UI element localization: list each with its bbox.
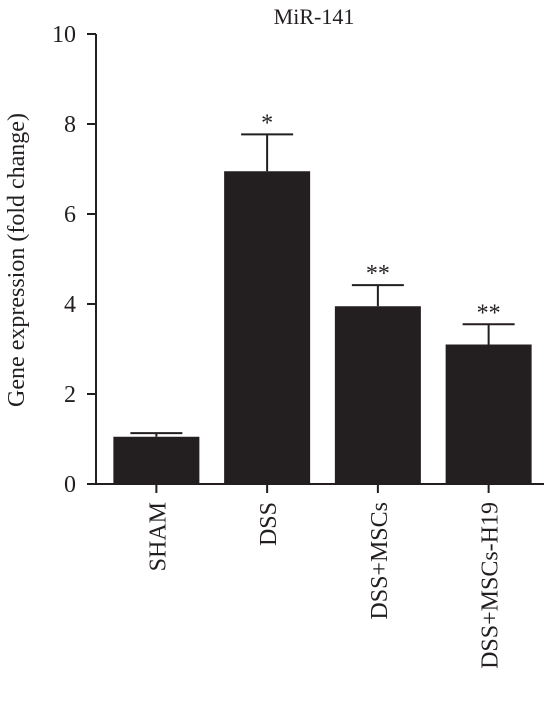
bar: [113, 436, 200, 484]
y-tick-label: 0: [64, 472, 76, 498]
significance-label: **: [366, 261, 390, 287]
x-tick-label: DSS: [256, 502, 282, 546]
x-tick-label: SHAM: [145, 502, 171, 571]
y-axis-label: Gene expression (fold change): [4, 113, 30, 407]
significance-label: *: [261, 110, 273, 136]
x-tick-label: DSS+MSCs-H19: [478, 502, 504, 669]
plot-area: 0 2 4 6 8 10 SHAM * DSS ** DSS+MSCs ** DSS+MSCs-H19: [52, 22, 544, 669]
y-tick-label: 6: [64, 202, 76, 228]
y-tick-label: 2: [64, 382, 76, 408]
chart-title: MiR-141: [274, 4, 355, 29]
y-tick-label: 4: [64, 292, 76, 318]
bar: [334, 306, 421, 484]
y-tick-label: 8: [64, 112, 76, 138]
bar: [445, 344, 532, 484]
bar: [224, 171, 311, 484]
significance-label: **: [477, 300, 501, 326]
y-tick-label: 10: [52, 22, 76, 48]
x-tick-label: DSS+MSCs: [367, 502, 393, 620]
